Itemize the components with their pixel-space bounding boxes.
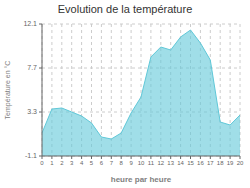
svg-text:2: 2 bbox=[60, 160, 64, 166]
svg-text:20: 20 bbox=[237, 160, 242, 166]
svg-text:12.1: 12.1 bbox=[23, 20, 37, 27]
svg-text:9: 9 bbox=[129, 160, 133, 166]
svg-text:heure par heure: heure par heure bbox=[111, 175, 172, 184]
svg-text:17: 17 bbox=[207, 160, 214, 166]
svg-text:18: 18 bbox=[217, 160, 224, 166]
svg-text:10: 10 bbox=[138, 160, 145, 166]
svg-text:-1.1: -1.1 bbox=[25, 152, 37, 159]
svg-text:8: 8 bbox=[120, 160, 124, 166]
svg-text:3: 3 bbox=[70, 160, 74, 166]
svg-text:13: 13 bbox=[167, 160, 174, 166]
svg-text:1: 1 bbox=[50, 160, 54, 166]
svg-text:3.3: 3.3 bbox=[27, 108, 37, 115]
svg-text:0: 0 bbox=[40, 160, 44, 166]
html-text:Evolution de la température: Evolution de la température bbox=[57, 3, 193, 15]
svg-text:7.7: 7.7 bbox=[27, 64, 37, 71]
svg-text:12: 12 bbox=[157, 160, 164, 166]
svg-text:15: 15 bbox=[187, 160, 194, 166]
svg-text:19: 19 bbox=[227, 160, 234, 166]
svg-text:5: 5 bbox=[90, 160, 94, 166]
svg-text:Température en °C: Température en °C bbox=[8, 61, 12, 120]
svg-text:14: 14 bbox=[177, 160, 184, 166]
svg-text:4: 4 bbox=[80, 160, 84, 166]
svg-text:7: 7 bbox=[110, 160, 114, 166]
svg-text:6: 6 bbox=[100, 160, 104, 166]
svg-text:16: 16 bbox=[197, 160, 204, 166]
svg-text:11: 11 bbox=[148, 160, 155, 166]
